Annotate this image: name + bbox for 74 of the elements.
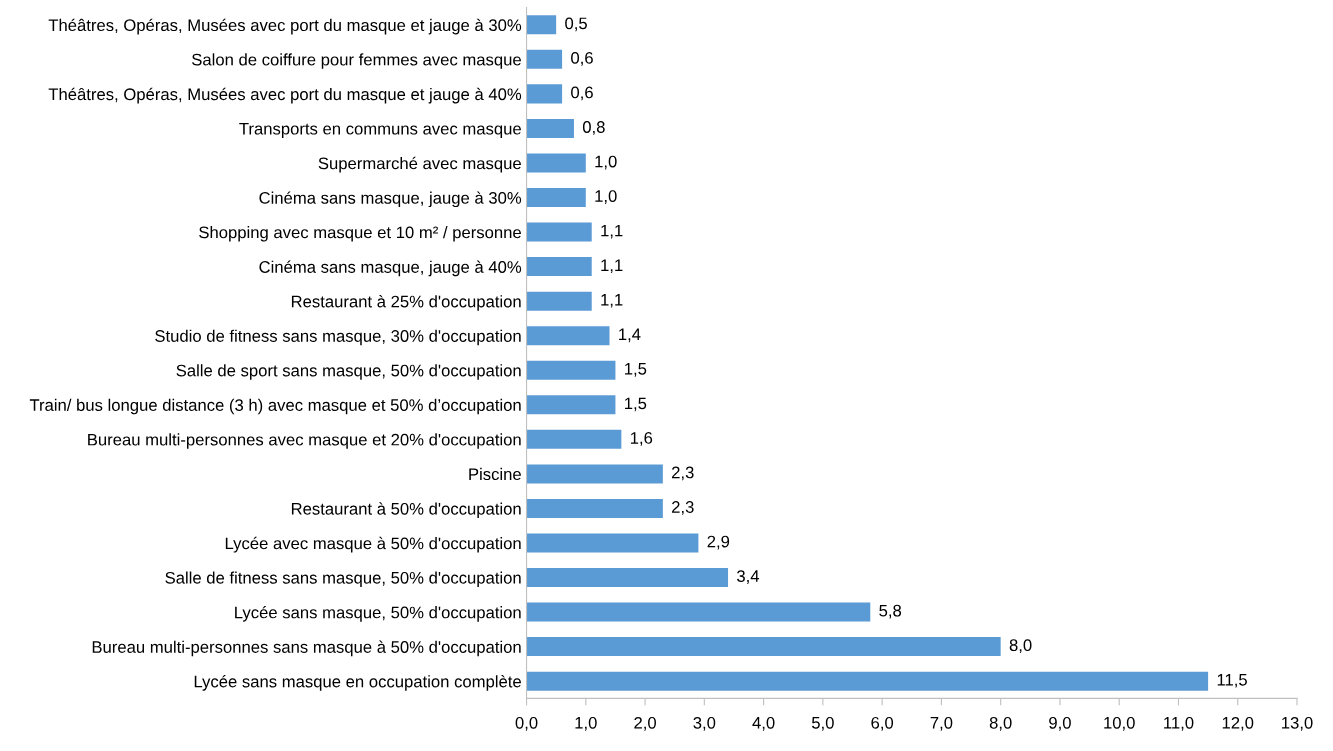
data-label: 0,8 xyxy=(582,121,605,135)
bar xyxy=(526,84,563,104)
y-tick-label: Théâtres, Opéras, Musées avec port du masque et jauge à 30% xyxy=(48,18,522,35)
y-tick-label: Bureau multi-personnes sans masque à 50% d'occupation xyxy=(92,640,521,657)
data-label: 2,3 xyxy=(672,501,694,515)
x-tick-label: 10,0 xyxy=(1104,716,1135,731)
bar xyxy=(526,395,616,415)
y-tick-label: Lycée sans masque en occupation complète xyxy=(194,675,521,691)
data-label: 1,0 xyxy=(595,190,617,204)
x-tick-label: 4,0 xyxy=(752,716,775,731)
bar xyxy=(526,464,663,484)
y-tick-label: Restaurant à 25% d'occupation xyxy=(291,295,521,311)
bar xyxy=(526,568,729,588)
bar xyxy=(526,602,871,622)
x-tick-label: 3,0 xyxy=(693,716,716,731)
bar xyxy=(526,533,699,553)
y-tick-label: Studio de fitness sans masque, 30% d'occupation xyxy=(155,329,521,346)
data-label: 0,5 xyxy=(565,17,587,32)
data-label: 0,6 xyxy=(571,52,593,66)
y-tick-label: Restaurant à 50% d'occupation xyxy=(291,502,521,519)
x-tick-label: 12,0 xyxy=(1222,716,1254,731)
y-tick-label: Piscine xyxy=(469,467,521,481)
data-label: 2,9 xyxy=(707,535,730,550)
x-tick-label: 11,0 xyxy=(1164,716,1194,731)
bar xyxy=(526,188,586,208)
x-tick-label: 6,0 xyxy=(871,716,894,731)
bar xyxy=(526,637,1001,657)
data-label: 1,4 xyxy=(619,328,641,343)
y-tick-label: Lycée avec masque à 50% d'occupation xyxy=(225,536,521,553)
x-tick-label: 8,0 xyxy=(989,716,1012,731)
x-tick-label: 7,0 xyxy=(930,716,953,731)
y-tick-label: Théâtres, Opéras, Musées avec port du masque et jauge à 40% xyxy=(48,87,522,104)
bar xyxy=(526,429,622,449)
y-tick-label: Salle de fitness sans masque, 50% d'occupation xyxy=(165,571,521,588)
y-tick-label: Salon de coiffure pour femmes avec masque xyxy=(192,53,521,69)
bar xyxy=(526,15,557,35)
data-label: 1,0 xyxy=(595,155,617,170)
x-tick-label: 13,0 xyxy=(1282,716,1313,731)
y-tick-label: Shopping avec masque et 10 m² / personne xyxy=(199,226,521,242)
data-label: 1,6 xyxy=(630,432,653,446)
y-tick-label: Cinéma sans masque, jauge à 30% xyxy=(259,191,522,208)
x-tick-label: 2,0 xyxy=(634,716,656,731)
data-label: 3,4 xyxy=(737,570,760,584)
y-tick-label: Bureau multi-personnes avec masque et 20% d'occupation xyxy=(88,433,521,449)
data-label: 1,1 xyxy=(601,259,623,274)
bar xyxy=(526,326,610,346)
y-tick-label: Salle de sport sans masque, 50% d'occupation xyxy=(176,364,521,380)
data-label: 8,0 xyxy=(1009,639,1032,654)
x-tick-label: 1,0 xyxy=(575,716,597,731)
x-tick-label: 0,0 xyxy=(515,716,538,731)
data-label: 0,6 xyxy=(571,86,593,101)
bar xyxy=(526,153,586,173)
data-label: 1,1 xyxy=(601,224,623,239)
y-tick-label: Supermarché avec masque xyxy=(318,156,521,173)
y-tick-label: Lycée sans masque, 50% d'occupation xyxy=(235,605,521,622)
bar xyxy=(526,257,592,277)
data-label: 11,5 xyxy=(1217,674,1247,688)
bar xyxy=(526,49,563,69)
bar xyxy=(526,118,574,138)
bar xyxy=(526,671,1209,691)
bar xyxy=(526,291,592,311)
data-label: 1,5 xyxy=(625,397,647,412)
data-label: 1,5 xyxy=(625,363,647,377)
data-label: 5,8 xyxy=(879,604,902,619)
x-tick-label: 9,0 xyxy=(1049,716,1071,731)
bar xyxy=(526,360,616,380)
data-label: 1,1 xyxy=(601,293,623,308)
bar xyxy=(526,498,663,518)
bar xyxy=(526,222,592,242)
x-tick-label: 5,0 xyxy=(811,716,834,731)
data-label: 2,3 xyxy=(672,466,694,481)
y-tick-label: Cinéma sans masque, jauge à 40% xyxy=(259,260,522,277)
y-tick-label: Transports en communs avec masque xyxy=(239,122,521,138)
y-tick-label: Train/ bus longue distance (3 h) avec masque et 50% d’occupation xyxy=(29,398,521,415)
